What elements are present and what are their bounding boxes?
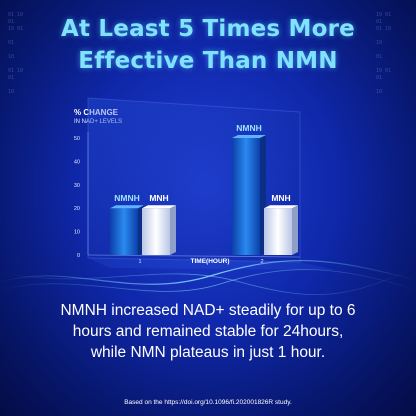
y-tick-label: 20 <box>74 206 80 212</box>
bar-label-nmnh-2: NMNH <box>236 123 262 133</box>
bar-mnh-2 <box>264 208 292 255</box>
y-tick-label: 40 <box>74 159 80 165</box>
bar-label-mnh-2: MNH <box>271 193 290 203</box>
source-note: Based on the https://doi.org/10.1096/fi.… <box>124 399 292 406</box>
y-tick-label: 30 <box>74 183 80 189</box>
bar-top-mnh-1 <box>142 205 176 209</box>
caption-line-2: hours and remained stable for 24hours, <box>72 323 344 340</box>
bar-top-nmnh-1 <box>110 205 144 209</box>
bar-mnh-1 <box>142 208 170 255</box>
x-axis-line <box>87 254 301 258</box>
y-tick-label: 0 <box>77 253 80 259</box>
caption-line-1: NMNH increased NAD+ steadily for up to 6 <box>60 302 356 319</box>
y-tick-label: 10 <box>74 230 80 236</box>
bar-top-nmnh-2 <box>232 135 266 138</box>
chart-floor <box>88 258 336 270</box>
x-tick-label: 2 <box>260 259 263 265</box>
x-tick-label: 1 <box>138 259 141 265</box>
caption-line-3: while NMN plateaus in just 1 hour. <box>90 344 326 361</box>
headline-line-1: At Least 5 Times More <box>61 16 355 42</box>
bar-nmnh-2 <box>232 138 260 255</box>
wave-line <box>0 267 416 295</box>
bar-side-mnh-1 <box>170 205 176 255</box>
caption-text: NMNH increased NAD+ steadily for up to 6… <box>20 300 396 363</box>
bar-side-mnh-2 <box>292 205 298 255</box>
bar-nmnh-1 <box>110 208 138 255</box>
bar-top-mnh-2 <box>264 205 298 209</box>
headline-line-2: Effective Than NMN <box>78 48 338 74</box>
wave-line <box>0 269 416 292</box>
matrix-decoration-right: 10 01 01 01 10 10 01 10 01 01 10 <box>376 12 392 95</box>
x-axis-title: TIME(HOUR) <box>191 258 230 265</box>
matrix-decoration-left: 01 10 01 10 01 01 10 01 10 01 10 <box>8 12 24 95</box>
bar-label-mnh-1: MNH <box>149 193 168 203</box>
y-tick-label: 50 <box>74 136 80 142</box>
bar-label-nmnh-1: NMNH <box>114 193 140 203</box>
